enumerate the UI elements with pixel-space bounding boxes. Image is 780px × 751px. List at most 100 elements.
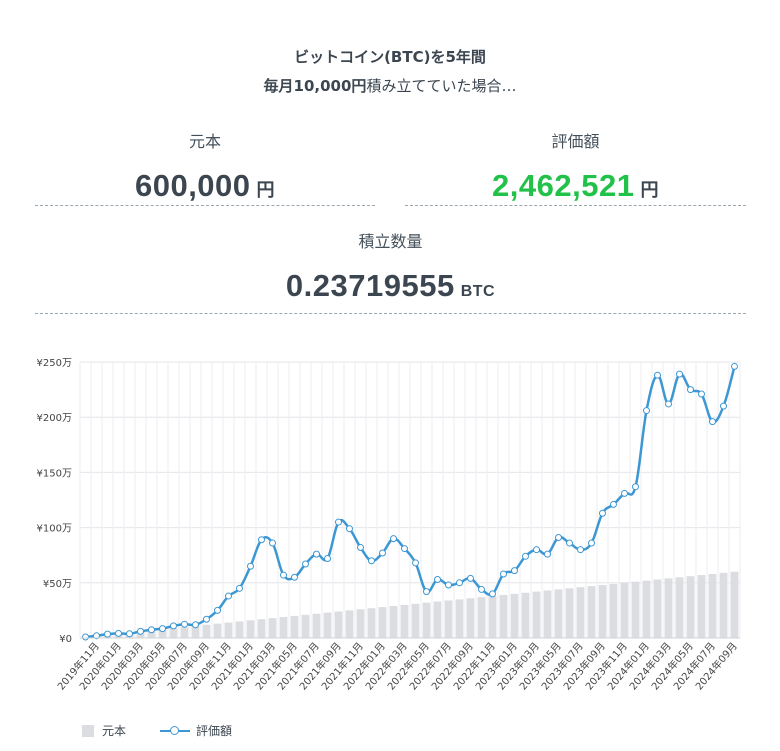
principal-bar [169,628,178,638]
y-tick-label: ¥50万 [43,579,72,590]
valuation-point [214,606,221,614]
principal-bar [191,625,200,638]
valuation-point [412,559,419,567]
principal-bar [708,573,717,638]
valuation-point [522,552,529,560]
valuation-unit: 円 [640,180,659,200]
legend-valuation[interactable]: 評価額 [160,722,232,739]
principal-bar [642,580,651,638]
principal-bar [246,620,255,638]
valuation-point [500,570,507,578]
principal-value: 600,000 [134,168,251,203]
valuation-point [302,560,309,568]
principal-bar [389,605,398,638]
valuation-point [137,627,144,635]
valuation-point [676,370,683,378]
quantity-stat: 積立数量 0.23719555 BTC [35,228,746,304]
principal-bar [609,583,618,638]
legend-bar-swatch [82,724,94,737]
valuation-point [478,585,485,593]
valuation-point [280,571,287,579]
principal-bar [257,619,266,638]
valuation-point [654,371,661,379]
valuation-point [621,489,628,497]
valuation-point [555,534,562,542]
principal-bar [554,589,563,638]
valuation-point [291,573,298,581]
valuation-label: 評価額 [551,132,600,151]
y-tick-label: ¥100万 [37,524,72,535]
principal-bar [367,608,376,638]
principal-bar [422,602,431,638]
principal-bar [543,590,552,638]
headline-title: ビットコイン(BTC)を5年間 [294,48,486,66]
legend-principal-label: 元本 [102,724,127,738]
principal-bar [664,578,673,638]
principal-bar [466,598,475,638]
valuation-point [324,555,331,563]
principal-divider [35,205,375,206]
principal-bar [268,618,277,638]
principal-bar [279,617,288,638]
valuation-point [225,592,232,600]
principal-bar [675,577,684,638]
legend-principal[interactable]: 元本 [82,722,126,739]
valuation-point [181,620,188,628]
principal-bar [158,629,167,638]
principal-bar [356,609,365,638]
valuation-point [599,509,606,517]
principal-bar [147,630,156,638]
valuation-point [390,535,397,543]
valuation-point [368,557,375,565]
principal-bar [565,588,574,638]
valuation-point [665,400,672,408]
quantity-divider [35,313,746,314]
valuation-point [533,546,540,554]
principal-bar [235,621,244,638]
valuation-point [192,621,199,629]
legend-valuation-label: 評価額 [196,724,233,738]
valuation-point [93,632,100,640]
valuation-point [467,574,474,582]
principal-bar [378,607,387,638]
principal-bar [499,594,508,638]
principal-bar [631,581,640,638]
valuation-point [170,622,177,630]
principal-bar [730,571,739,638]
valuation-value: 2,462,521 [492,168,635,203]
principal-bar [312,613,321,638]
valuation-point [643,407,650,415]
legend-line-swatch [160,725,190,736]
valuation-point [577,546,584,554]
quantity-value-row: 0.23719555 BTC [35,268,746,304]
principal-bar [532,591,541,638]
valuation-point [126,630,133,638]
principal-bar [400,604,409,638]
quantity-value: 0.23719555 [285,268,455,303]
principal-bar [301,614,310,638]
valuation-point [731,362,738,370]
y-tick-label: ¥0 [59,634,72,645]
valuation-point [632,483,639,491]
principal-bar [323,612,332,638]
principal-bar [620,582,629,638]
principal-bar [510,593,519,638]
valuation-point [313,550,320,558]
valuation-point [258,536,265,544]
valuation-point [698,390,705,398]
principal-bar [697,575,706,638]
y-tick-label: ¥150万 [37,468,72,479]
valuation-point [687,386,694,394]
principal-bar [576,587,585,638]
valuation-point [148,626,155,634]
valuation-point [346,525,353,533]
valuation-point [379,549,386,557]
valuation-point [357,543,364,551]
principal-label: 元本 [188,132,221,151]
principal-bar [477,597,486,638]
principal-bar [686,576,695,638]
principal-bar [411,603,420,638]
valuation-point [104,630,111,638]
principal-bar [719,572,728,638]
principal-bar [213,623,222,638]
